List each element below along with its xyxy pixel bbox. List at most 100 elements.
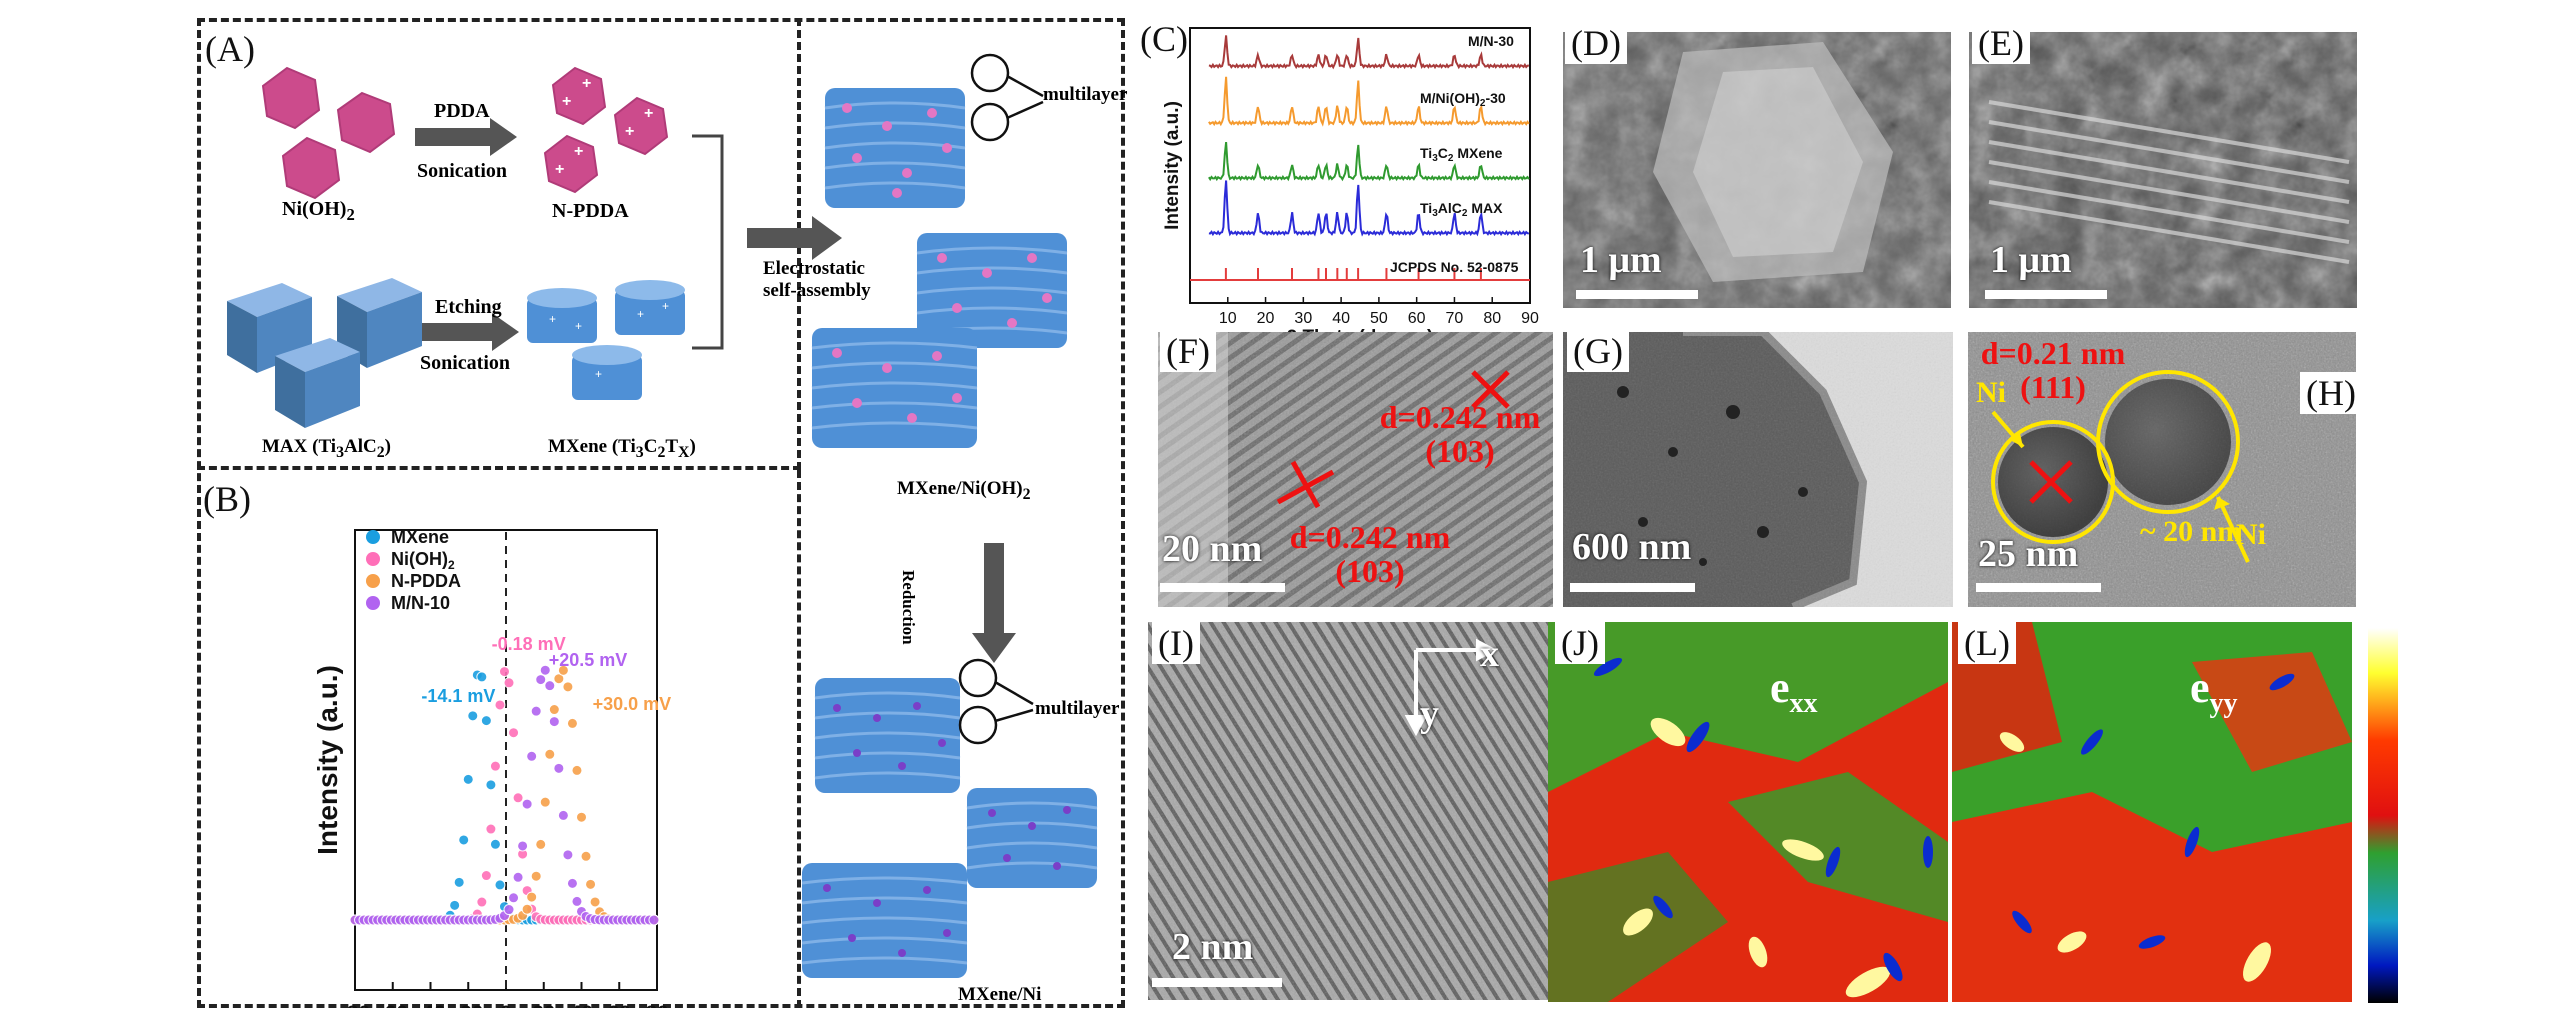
data-point <box>508 892 520 904</box>
particle-size-label: ~ 20 nm <box>2140 515 2243 548</box>
svg-text:+: + <box>595 367 602 381</box>
multilayer-callout-icon <box>970 53 1044 142</box>
scale-bar-e <box>1985 290 2107 299</box>
scale-label-g: 600 nm <box>1572 526 1692 568</box>
legend-label: Ni(OH)2 <box>391 549 455 572</box>
lattice-annotation-h: d=0.21 nm (111) <box>1980 335 2126 405</box>
sem-image-e <box>1969 32 2357 308</box>
panel-a-label: (A) <box>205 29 255 69</box>
data-point <box>503 677 515 689</box>
data-point <box>557 664 569 676</box>
x-tick-label: 40 <box>570 1002 593 1008</box>
etching-label: Etching <box>435 296 502 318</box>
x-tick-label: 20 <box>1257 310 1275 327</box>
etching-arrow-icon <box>422 313 519 351</box>
data-point <box>476 671 488 683</box>
svg-text:+: + <box>549 312 556 326</box>
data-point <box>467 710 479 722</box>
data-point <box>489 838 501 850</box>
scale-bar-h <box>1976 583 2101 592</box>
exx-label: exx <box>1770 663 1818 719</box>
pdda-arrow-icon <box>415 118 517 156</box>
data-point <box>530 705 542 717</box>
data-point <box>480 870 492 882</box>
data-point <box>562 681 574 693</box>
data-point <box>589 896 601 908</box>
panel-l-label: (L) <box>1958 622 2016 664</box>
panel-j-label: (J) <box>1555 622 1605 664</box>
strain-map-eyy <box>1952 622 2352 1002</box>
x-tick-label: 0 <box>500 1002 512 1008</box>
data-point <box>530 870 542 882</box>
y-axis-label: Intensity (a.u.) <box>1162 101 1183 230</box>
lattice-annotation-f2: d=0.242 nm (103) <box>1289 519 1451 589</box>
xrd-trace <box>1208 180 1530 237</box>
max-label: MAX (Ti3AlC2) <box>262 436 391 461</box>
multilayer-callout-2-icon <box>958 658 1034 745</box>
scale-label-f: 20 nm <box>1162 528 1263 570</box>
npdda-label: N-PDDA <box>552 200 629 222</box>
plot-frame <box>1189 27 1531 304</box>
data-point <box>535 838 547 850</box>
x-tick-label: 60 <box>608 1002 631 1008</box>
strain-colorbar <box>2368 628 2398 1003</box>
hrtem-image-f <box>1158 332 1553 607</box>
data-point <box>517 840 529 852</box>
tem-image-g <box>1563 332 1953 607</box>
data-point <box>526 891 538 903</box>
axis-y-label: y <box>1420 693 1439 735</box>
data-point <box>508 727 520 739</box>
nioh2-hexagons-icon <box>261 66 396 200</box>
x-tick-label: 90 <box>1521 310 1539 327</box>
legend-marker <box>366 574 380 588</box>
sonication-label-2: Sonication <box>420 352 511 374</box>
data-point <box>548 704 560 716</box>
data-point <box>566 717 578 729</box>
x-tick-label: 70 <box>1446 310 1464 327</box>
data-point <box>498 666 510 678</box>
panel-g-label: (G) <box>1567 330 1629 372</box>
axis-x-label: x <box>1480 633 1499 675</box>
x-tick-label: 30 <box>1294 310 1312 327</box>
data-point <box>553 762 565 774</box>
data-point <box>566 877 578 889</box>
plus-marks-icon: + + + + + + <box>555 75 653 178</box>
x-tick-label: 80 <box>645 1002 668 1008</box>
scale-bar-d <box>1576 290 1698 299</box>
mxene-nioh2-label: MXene/Ni(OH)2 <box>897 478 1031 503</box>
legend-label: MXene <box>391 527 449 547</box>
svg-text:+: + <box>574 143 583 160</box>
data-point <box>503 904 515 916</box>
mxene-ni-stacks-icon <box>801 678 1098 978</box>
panel-e-label: (E) <box>1972 22 2030 64</box>
data-point <box>571 764 583 776</box>
data-point <box>544 748 556 760</box>
series-label: JCPDS No. 52-0875 <box>1390 259 1519 275</box>
scale-label-d: 1 μm <box>1580 239 1662 281</box>
data-point <box>557 809 569 821</box>
data-point <box>494 699 506 711</box>
nioh2-label: Ni(OH)2 <box>282 198 355 224</box>
svg-text:+: + <box>575 319 582 333</box>
reduction-label: Reduction <box>899 570 918 645</box>
x-tick-label: -20 <box>453 1002 483 1008</box>
scale-bar-f <box>1160 583 1285 592</box>
mxene-ti3c2tx-label: MXene (Ti3C2TX) <box>548 436 696 461</box>
panel-h-label: (H) <box>2300 372 2362 414</box>
peak-annotation: +20.5 mV <box>549 650 628 670</box>
svg-text:+: + <box>637 307 644 321</box>
legend-marker <box>366 530 380 544</box>
bracket-connector <box>692 134 724 350</box>
data-point <box>548 716 560 728</box>
data-point <box>521 798 533 810</box>
peak-annotation: -14.1 mV <box>421 686 495 706</box>
panel-b-frame <box>197 470 801 1008</box>
legend-label: M/N-10 <box>391 593 450 613</box>
data-point <box>580 850 592 862</box>
xrd-trace <box>1208 35 1530 70</box>
reduction-arrow-icon <box>972 543 1016 663</box>
data-point <box>512 871 524 883</box>
max-cubes-icon <box>227 278 422 428</box>
series-label: Ti3C2 MXene <box>1420 145 1503 164</box>
data-point <box>562 849 574 861</box>
